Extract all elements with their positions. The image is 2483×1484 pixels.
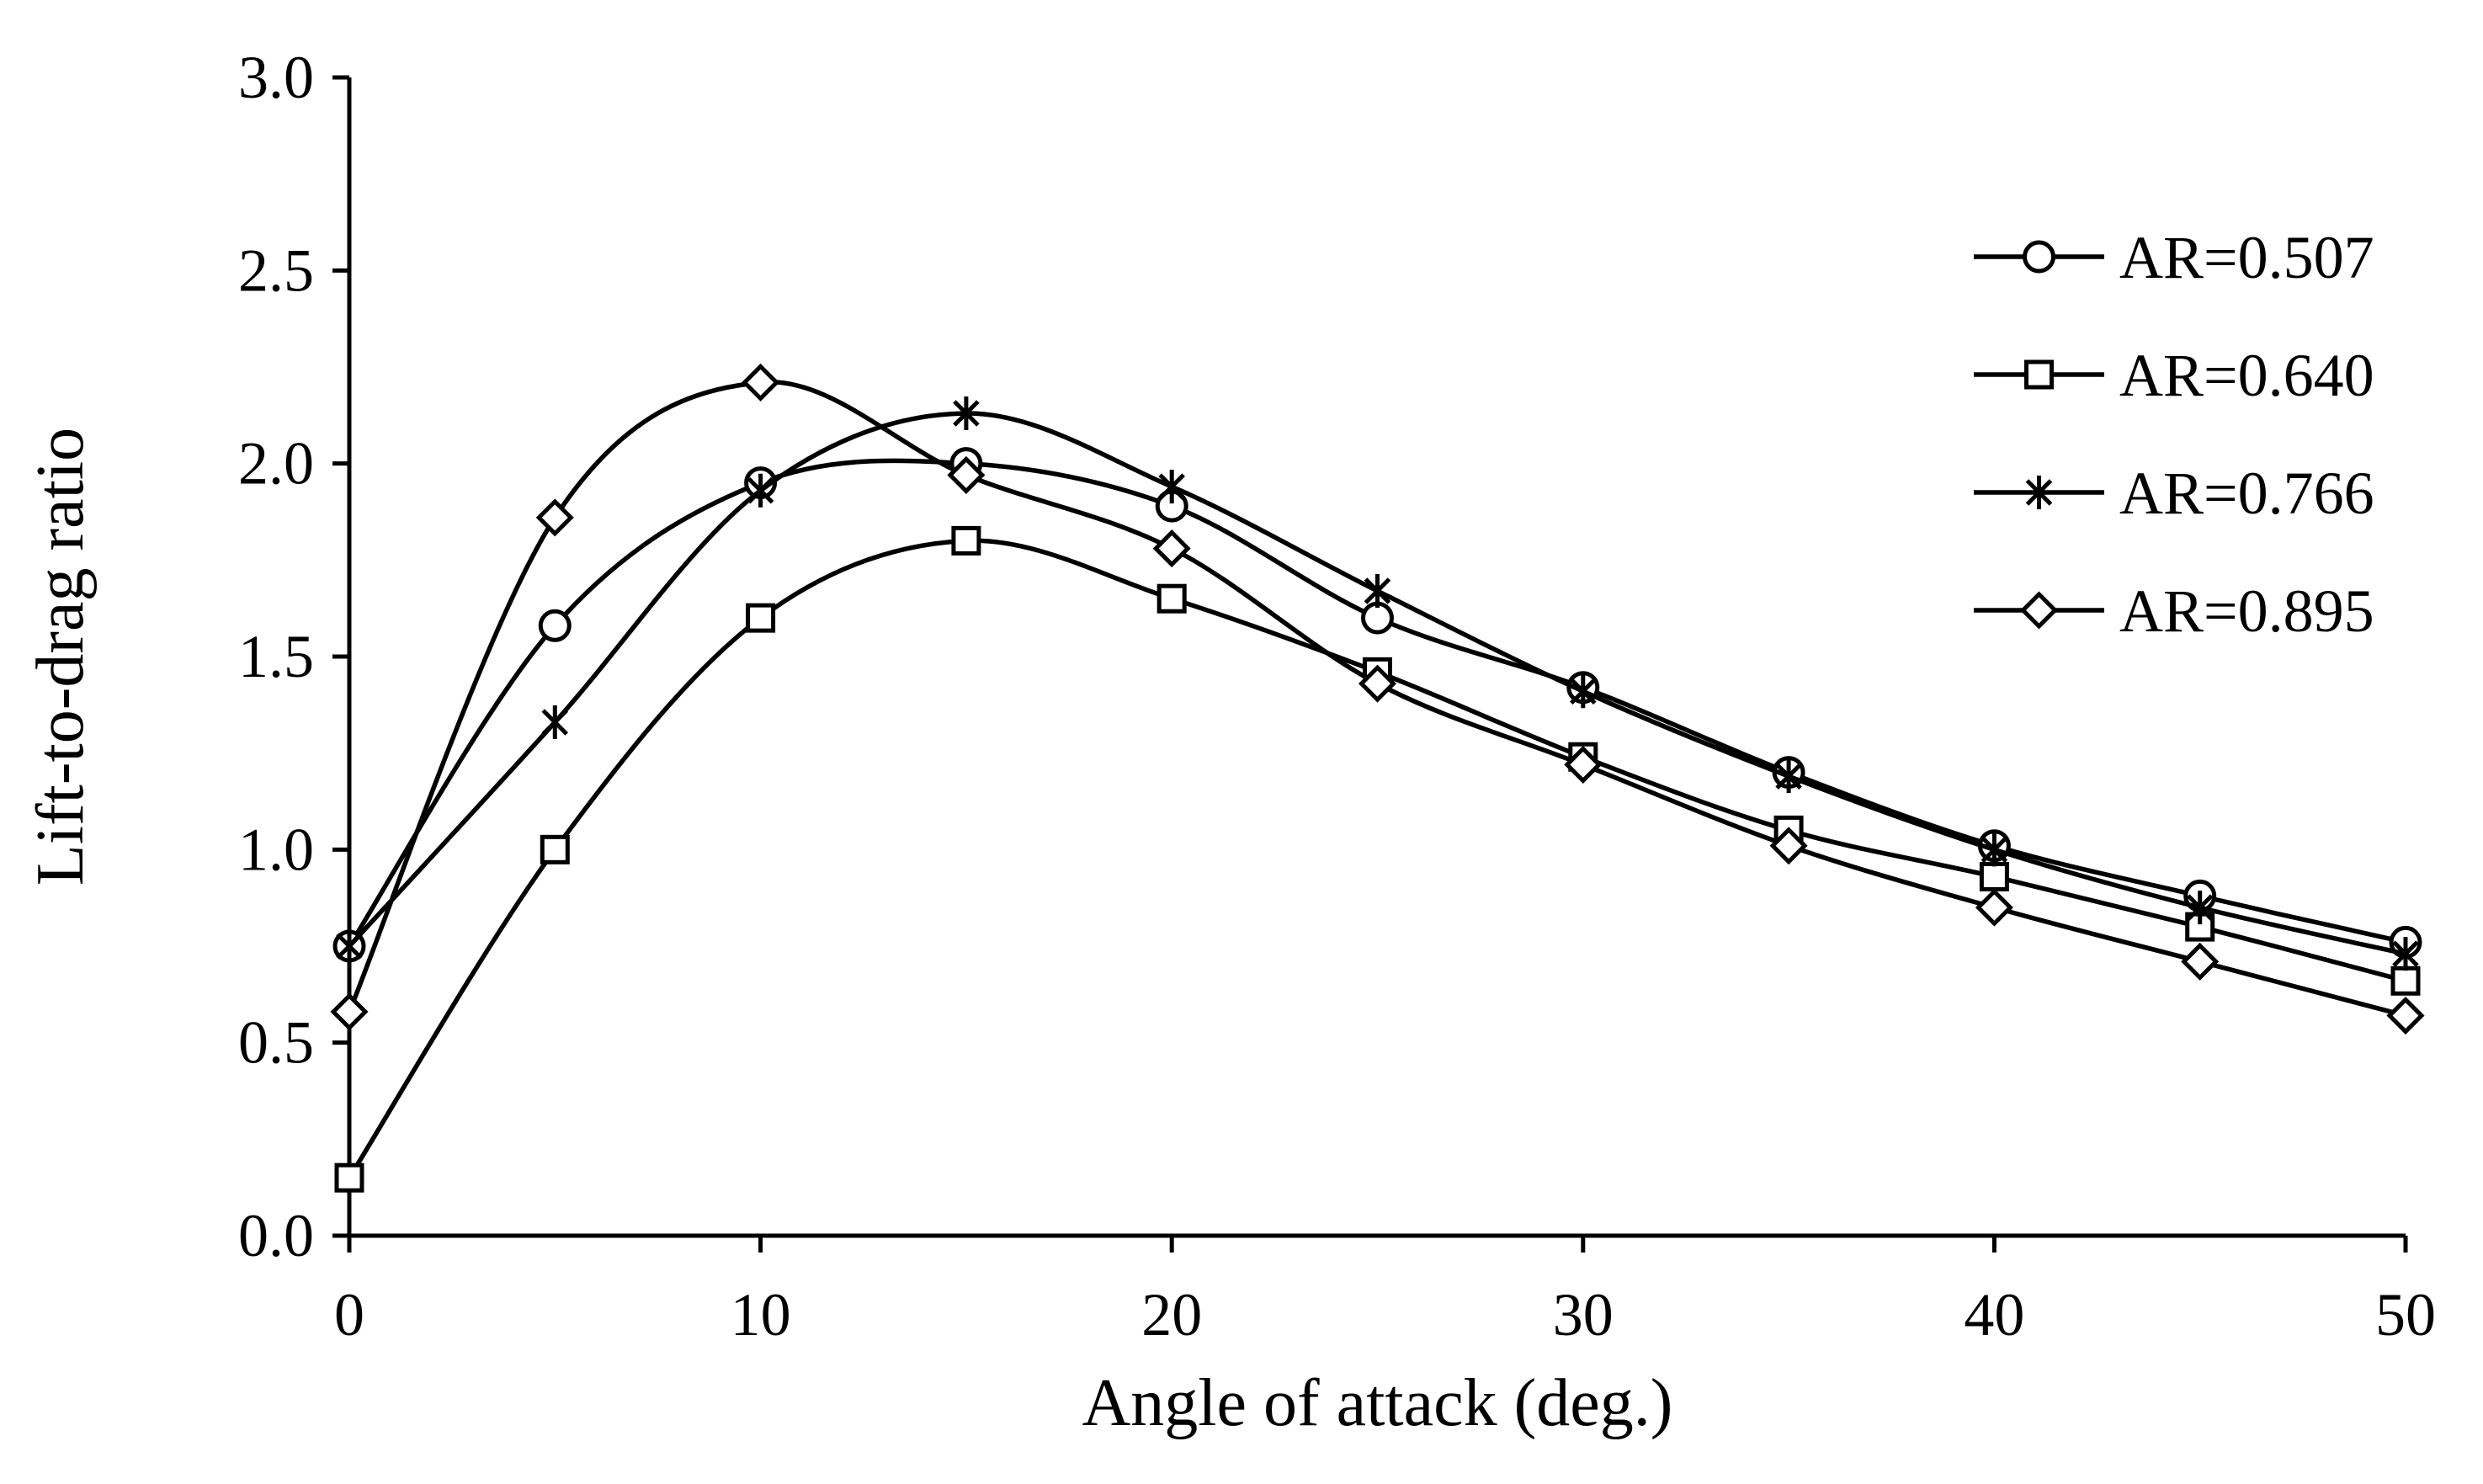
y-axis-title: Lift-to-drag ratio [24,428,98,886]
data-point-circle [538,609,572,642]
legend-label: AR=0.640 [2119,342,2374,409]
x-axis-title: Angle of attack (deg.) [1082,1366,1673,1440]
legend-marker-asterisk [2025,476,2053,509]
data-point-diamond [1564,745,1603,784]
legend: AR=0.507 AR=0.640 AR=0.766 AR=0.895 [1974,224,2374,645]
y-tick-label: 2.5 [238,237,314,304]
x-tick-label: 10 [731,1281,791,1348]
legend-entry: AR=0.895 [1974,577,2374,645]
data-point-diamond [1769,827,1808,865]
data-point-asterisk [336,929,363,963]
legend-marker-circle [2023,240,2055,274]
data-point-diamond [535,498,574,537]
series-AR=0.766 [336,396,2419,971]
y-tick-label: 1.0 [238,816,314,883]
data-point-square [334,1162,364,1193]
x-tick-label: 40 [1964,1281,2024,1348]
data-point-asterisk [1364,574,1391,609]
data-point-asterisk [1570,674,1597,709]
data-point-square [1979,861,2009,891]
data-point-square [2390,965,2421,996]
legend-label: AR=0.507 [2119,224,2374,291]
data-point-asterisk [1981,832,2008,867]
data-point-diamond [330,992,369,1031]
data-point-asterisk [747,473,774,508]
data-point-diamond [947,455,986,494]
x-tick-label: 30 [1553,1281,1614,1348]
data-point-circle [1361,601,1394,635]
data-point-asterisk [953,396,980,431]
series-line [347,458,2406,948]
data-point-diamond [2181,942,2220,981]
y-tick-label: 0.0 [238,1202,314,1269]
y-tick-label: 0.5 [238,1009,314,1077]
data-point-diamond [1358,664,1397,703]
legend-label: AR=0.895 [2119,577,2374,645]
y-tick-label: 3.0 [238,44,314,111]
legend-entry: AR=0.507 [1974,224,2374,291]
series-line [347,538,2406,1179]
y-tick-label: 2.0 [238,430,314,497]
data-point-diamond [1152,529,1191,568]
y-tick-label: 1.5 [238,623,314,690]
series-layer [330,363,2425,1193]
series-line [347,380,2406,1019]
series-line [347,411,2406,956]
legend-entry: AR=0.640 [1974,342,2374,409]
data-point-square [540,834,570,864]
data-point-asterisk [1775,759,1802,794]
legend-marker-diamond [2019,591,2059,630]
data-point-asterisk [2186,891,2214,925]
data-point-asterisk [2392,937,2419,971]
data-point-diamond [2386,997,2425,1035]
data-point-diamond [1975,888,2013,927]
axes: 0.0 0.5 1.0 1.5 2.0 2.5 3.0 0 10 20 30 40 50 [238,44,2436,1348]
data-point-asterisk [1158,470,1185,504]
data-point-square [951,525,981,556]
series-AR=0.895 [330,363,2425,1035]
x-tick-label: 50 [2375,1281,2436,1348]
data-point-square [1156,583,1187,614]
data-point-diamond [742,363,780,402]
x-tick-label: 20 [1141,1281,1202,1348]
legend-marker-square [2024,359,2054,390]
data-point-asterisk [541,705,569,739]
legend-entry: AR=0.766 [1974,460,2374,527]
data-point-square [746,603,776,633]
x-tick-label: 0 [334,1281,364,1348]
legend-label: AR=0.766 [2119,460,2374,527]
